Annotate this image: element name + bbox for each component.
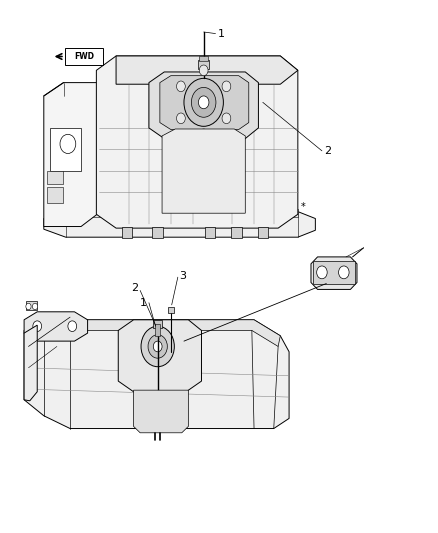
Bar xyxy=(231,227,242,238)
Polygon shape xyxy=(134,390,188,433)
Bar xyxy=(152,227,163,238)
Bar xyxy=(50,128,81,171)
Circle shape xyxy=(339,266,349,279)
Bar xyxy=(198,60,209,69)
Bar xyxy=(65,48,103,65)
Text: 2: 2 xyxy=(324,146,331,156)
Polygon shape xyxy=(44,212,315,237)
Circle shape xyxy=(198,96,209,109)
Polygon shape xyxy=(149,72,258,139)
Circle shape xyxy=(68,321,77,332)
Polygon shape xyxy=(311,257,357,289)
Circle shape xyxy=(148,335,167,358)
Text: 1: 1 xyxy=(218,29,225,38)
Circle shape xyxy=(184,78,223,126)
Bar xyxy=(199,56,208,61)
Circle shape xyxy=(177,81,185,92)
Circle shape xyxy=(177,113,185,124)
Circle shape xyxy=(199,65,208,76)
Polygon shape xyxy=(39,320,280,346)
Polygon shape xyxy=(53,209,298,217)
Circle shape xyxy=(153,341,162,352)
Circle shape xyxy=(33,321,42,332)
Circle shape xyxy=(60,134,76,154)
Polygon shape xyxy=(162,129,245,213)
Bar xyxy=(47,171,63,184)
Text: 3: 3 xyxy=(180,271,187,281)
Bar xyxy=(26,301,37,310)
Polygon shape xyxy=(96,56,298,228)
Bar xyxy=(9,261,429,440)
Bar xyxy=(205,227,215,238)
Text: FWD: FWD xyxy=(74,52,94,61)
Text: *: * xyxy=(301,202,306,212)
Circle shape xyxy=(26,303,31,310)
Circle shape xyxy=(222,81,231,92)
Bar xyxy=(313,261,355,284)
Polygon shape xyxy=(116,56,298,84)
Bar xyxy=(35,19,346,237)
Bar xyxy=(155,324,160,336)
Text: 1: 1 xyxy=(140,298,147,308)
Circle shape xyxy=(141,326,174,367)
Polygon shape xyxy=(160,76,249,130)
Bar xyxy=(47,187,63,203)
Polygon shape xyxy=(24,325,37,401)
Circle shape xyxy=(191,87,216,117)
Text: 2: 2 xyxy=(131,283,138,293)
Polygon shape xyxy=(118,320,201,392)
Polygon shape xyxy=(24,320,289,429)
Bar xyxy=(168,307,174,313)
Bar xyxy=(153,320,162,328)
Circle shape xyxy=(317,266,327,279)
Polygon shape xyxy=(24,312,88,341)
Polygon shape xyxy=(44,83,99,227)
Bar xyxy=(258,227,268,238)
Bar xyxy=(122,227,132,238)
Circle shape xyxy=(222,113,231,124)
Circle shape xyxy=(199,129,208,140)
Bar xyxy=(152,420,163,426)
Circle shape xyxy=(32,303,38,310)
Bar xyxy=(153,421,162,429)
